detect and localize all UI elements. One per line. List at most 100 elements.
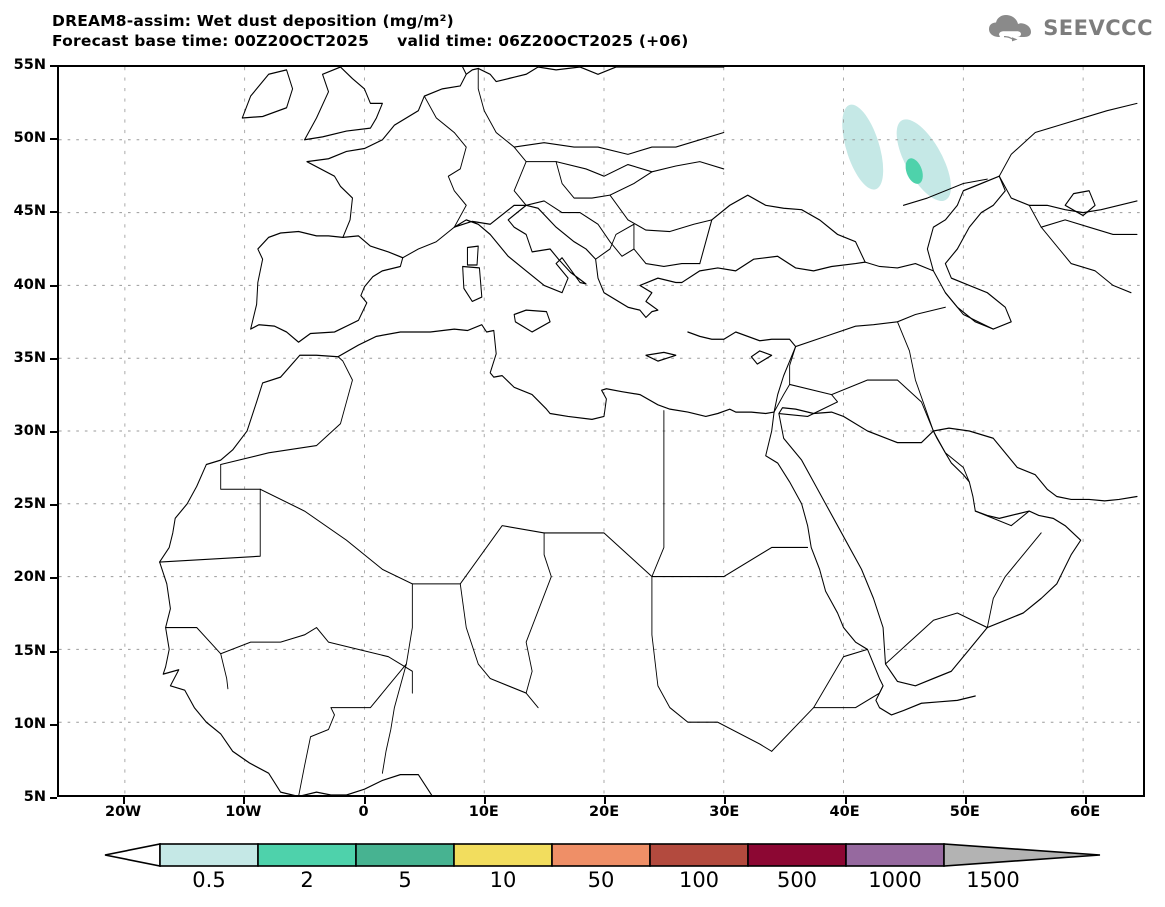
colorbar-segment-500 [747, 843, 847, 867]
jutland-coast [462, 67, 467, 75]
plume-north-caspian [896, 119, 951, 201]
black-sea-north-coast [699, 194, 866, 265]
colorbar-label-1500: 1500 [966, 868, 1020, 892]
western-sahara-border [159, 463, 261, 563]
iberian-peninsula [250, 230, 404, 343]
ylabel-25N: 25N [13, 496, 46, 513]
ylabel-55N: 55N [13, 57, 46, 73]
plume-core-caspian [905, 158, 923, 184]
yemen-saudi-border [885, 612, 988, 665]
colorbar-label-50: 50 [587, 868, 615, 892]
russia-kazakhstan-border [998, 102, 1138, 177]
colorbar-segment-1000 [845, 843, 945, 867]
xlabel-20E: 20E [589, 804, 620, 820]
baltic-coast [477, 67, 725, 83]
crete [645, 351, 677, 362]
uae-oman-border [974, 510, 1030, 527]
mali-algeria-border [259, 488, 413, 585]
colorbar-segment-100 [649, 843, 749, 867]
sudan-south-border [543, 532, 773, 752]
colorbar-label-0.5: 0.5 [192, 868, 226, 892]
xlabel-50E: 50E [949, 804, 980, 820]
ytick-40N [50, 284, 57, 287]
balkan-inner-border [525, 200, 635, 257]
kuwait-qatar-border [932, 430, 970, 483]
colorbar-segment-10 [453, 843, 553, 867]
romania-bulgaria-border [609, 194, 713, 233]
iran-turkmenistan-border [944, 292, 994, 330]
colorbar-label-10: 10 [489, 868, 517, 892]
ylabel-20N: 20N [13, 569, 46, 586]
uzbekistan-border [1040, 219, 1138, 235]
ylabel-10N: 10N [13, 715, 46, 732]
colorbar-label-1000: 1000 [868, 868, 922, 892]
xlabel-30E: 30E [709, 804, 740, 820]
kazakhstan-caspian-coast [998, 175, 1138, 214]
niger-benin-border [381, 583, 413, 774]
turkmenistan-border [1028, 204, 1132, 294]
ytick-10N [50, 723, 57, 726]
colorbar-swatches [104, 843, 1101, 867]
albania-serbia-border [595, 223, 635, 260]
ytick-35N [50, 357, 57, 360]
ytick-30N [50, 431, 57, 433]
xlabel-0: 0 [358, 804, 369, 820]
ethiopia-eritrea-border [813, 648, 868, 709]
burkina-faso-border [298, 663, 407, 795]
ytick-20N [50, 577, 57, 580]
xtick-60E [1085, 797, 1088, 804]
colorbar-segment-0.5 [159, 843, 259, 867]
xtick-40E [844, 797, 847, 804]
levant-turkey-coast [687, 331, 797, 413]
ireland [241, 69, 294, 119]
arabian-peninsula [778, 407, 1082, 687]
map-canvas [59, 67, 1143, 795]
italy [453, 204, 587, 294]
chad-libya-border [411, 525, 552, 709]
caspian-sea [926, 175, 1012, 330]
ylabel-5N: 5N [23, 789, 46, 805]
colorbar-label-100: 100 [678, 868, 720, 892]
iraq-saudi-border [831, 379, 934, 432]
poland-south-border [513, 131, 725, 155]
bulgaria-greece-border [633, 223, 701, 268]
morocco-atlantic-coast [159, 430, 248, 563]
colorbar-over-arrow [943, 843, 1101, 867]
germany-east-border [477, 67, 527, 206]
ylabel-45N: 45N [13, 203, 46, 220]
morocco-algeria-border [220, 356, 353, 466]
xtick-10E [483, 797, 486, 804]
africa-west-coast [159, 561, 433, 795]
balkan-coast [525, 204, 683, 319]
xlabel-40E: 40E [829, 804, 860, 820]
colorbar-segment-2 [257, 843, 357, 867]
title-line-times: Forecast base time: 00Z20OCT2025 valid t… [52, 32, 689, 51]
xtick-50E [964, 797, 967, 804]
ethiopia-south-border [771, 685, 884, 752]
map-coastlines [159, 67, 1138, 795]
ylabel-15N: 15N [13, 642, 46, 659]
colorbar-labels: 0.5 2 5 10 50 100 500 1000 1500 [0, 868, 1165, 898]
cyprus [750, 350, 773, 365]
mali-south-border [220, 627, 413, 694]
cloud-wind-icon [989, 15, 1032, 42]
xtick-20E [604, 797, 607, 804]
colorbar-label-5: 5 [398, 868, 412, 892]
ylabel-40N: 40N [13, 276, 46, 293]
xtick-30E [724, 797, 727, 804]
france-east-border [423, 95, 467, 228]
oman-yemen-border [986, 532, 1042, 629]
aral-sea [1064, 190, 1096, 217]
russia-caucasus-border [902, 178, 988, 206]
france-benelux-coast [306, 67, 479, 238]
colorbar: 0.5 2 5 10 50 100 500 1000 1500 [0, 838, 1165, 900]
colorbar-segment-50 [551, 843, 651, 867]
xlabel-10W: 10W [225, 804, 262, 820]
dust-plume-layer [842, 104, 951, 201]
ytick-45N [50, 211, 57, 214]
corsica [466, 245, 479, 266]
colorbar-label-500: 500 [776, 868, 818, 892]
ytick-15N [50, 650, 57, 653]
map-gridlines [59, 67, 1143, 795]
egypt-sudan-border [651, 546, 809, 578]
